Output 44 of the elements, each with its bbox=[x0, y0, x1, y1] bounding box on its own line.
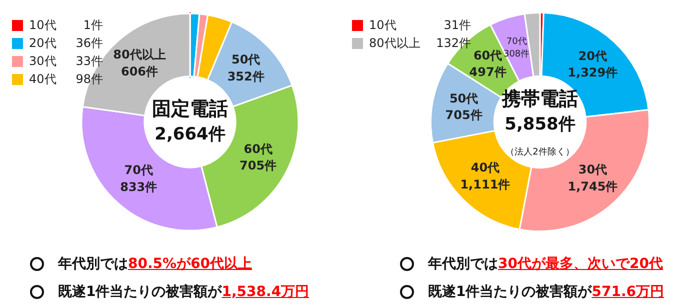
data-label: 31件 bbox=[442, 16, 471, 34]
text: 571.6万円 bbox=[592, 283, 664, 301]
data-label: 352件 bbox=[227, 69, 264, 84]
text: 既遂1件当たりの被害額が bbox=[58, 283, 222, 301]
data-label: 98件 bbox=[74, 70, 103, 88]
text: 5,858件 bbox=[504, 114, 576, 134]
text: 1,538.4万円 bbox=[222, 283, 310, 301]
legend-label: 10代 bbox=[29, 16, 58, 34]
legend-label: 20代 bbox=[29, 34, 58, 52]
legend-label: 30代 bbox=[29, 52, 58, 70]
text: 年代別では bbox=[428, 255, 498, 273]
data-label: 1,329件 bbox=[568, 66, 618, 80]
slice-label: 30代 bbox=[578, 162, 608, 177]
slice-label: 50代 bbox=[449, 91, 478, 106]
text: （法人2件除く） bbox=[506, 146, 574, 158]
data-label: 308件 bbox=[503, 48, 530, 60]
data-label: 606件 bbox=[120, 64, 158, 78]
data-label: 33件 bbox=[74, 52, 103, 70]
data-label: 705件 bbox=[240, 158, 277, 173]
slice-label: 70代 bbox=[124, 163, 153, 178]
text: 30代が最多、次いで20代 bbox=[498, 255, 663, 273]
legend-label: 40代 bbox=[29, 70, 58, 88]
slice-label: 60代 bbox=[473, 48, 502, 62]
text: 固定電話 bbox=[152, 98, 228, 120]
slice-label: 50代 bbox=[232, 52, 260, 67]
text: 既遂1件当たりの被害額が bbox=[428, 283, 592, 301]
text: 80.5%が60代以上 bbox=[128, 255, 252, 273]
text: 2,664件 bbox=[154, 124, 226, 144]
legend-label: 10代 bbox=[369, 16, 398, 34]
slice-label: 40代 bbox=[470, 160, 500, 175]
slice-label: 70代 bbox=[506, 36, 527, 48]
slice-label: 20代 bbox=[578, 48, 607, 63]
legend-label: 80代以上 bbox=[369, 34, 422, 52]
text: 携帯電話 bbox=[501, 88, 578, 110]
data-label: 497件 bbox=[469, 65, 506, 80]
data-label: 833件 bbox=[120, 180, 158, 194]
data-label: 1,745件 bbox=[568, 179, 618, 194]
data-label: 1件 bbox=[82, 16, 103, 34]
text: 年代別では bbox=[58, 255, 128, 273]
data-label: 705件 bbox=[445, 108, 482, 122]
slice-label: 80代以上 bbox=[113, 48, 166, 62]
data-label: 36件 bbox=[74, 34, 103, 52]
data-label: 1,111件 bbox=[460, 177, 510, 192]
slice-label: 60代 bbox=[244, 142, 272, 156]
